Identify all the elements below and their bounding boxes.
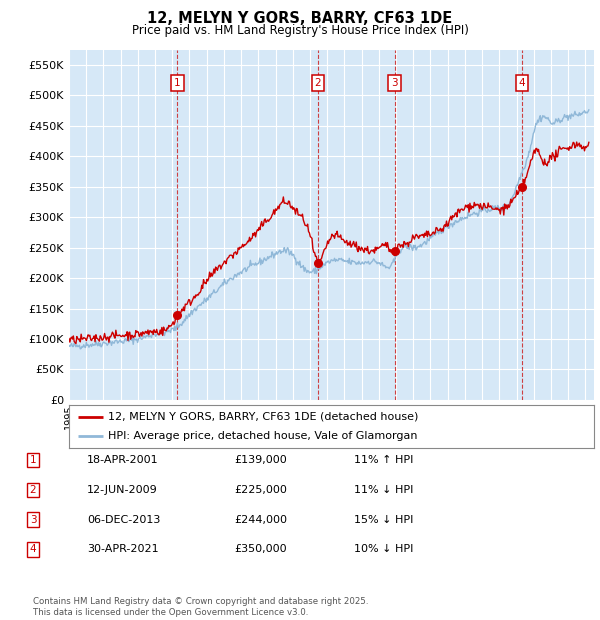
Text: 11% ↓ HPI: 11% ↓ HPI xyxy=(354,485,413,495)
Text: 2: 2 xyxy=(314,78,321,88)
Text: Contains HM Land Registry data © Crown copyright and database right 2025.
This d: Contains HM Land Registry data © Crown c… xyxy=(33,598,368,617)
Text: 4: 4 xyxy=(29,544,37,554)
Text: £350,000: £350,000 xyxy=(234,544,287,554)
Text: 30-APR-2021: 30-APR-2021 xyxy=(87,544,158,554)
Text: 12, MELYN Y GORS, BARRY, CF63 1DE (detached house): 12, MELYN Y GORS, BARRY, CF63 1DE (detac… xyxy=(109,412,419,422)
Text: 12, MELYN Y GORS, BARRY, CF63 1DE: 12, MELYN Y GORS, BARRY, CF63 1DE xyxy=(148,11,452,26)
Text: £139,000: £139,000 xyxy=(234,455,287,465)
Text: 10% ↓ HPI: 10% ↓ HPI xyxy=(354,544,413,554)
Text: £225,000: £225,000 xyxy=(234,485,287,495)
Text: 2: 2 xyxy=(29,485,37,495)
Text: 1: 1 xyxy=(29,455,37,465)
Text: 3: 3 xyxy=(391,78,398,88)
Text: 15% ↓ HPI: 15% ↓ HPI xyxy=(354,515,413,525)
Text: Price paid vs. HM Land Registry's House Price Index (HPI): Price paid vs. HM Land Registry's House … xyxy=(131,24,469,37)
Text: 4: 4 xyxy=(519,78,526,88)
Text: 11% ↑ HPI: 11% ↑ HPI xyxy=(354,455,413,465)
Text: 06-DEC-2013: 06-DEC-2013 xyxy=(87,515,160,525)
Text: 3: 3 xyxy=(29,515,37,525)
Text: 18-APR-2001: 18-APR-2001 xyxy=(87,455,158,465)
Text: £244,000: £244,000 xyxy=(234,515,287,525)
Text: 12-JUN-2009: 12-JUN-2009 xyxy=(87,485,158,495)
Text: 1: 1 xyxy=(174,78,181,88)
Text: HPI: Average price, detached house, Vale of Glamorgan: HPI: Average price, detached house, Vale… xyxy=(109,432,418,441)
